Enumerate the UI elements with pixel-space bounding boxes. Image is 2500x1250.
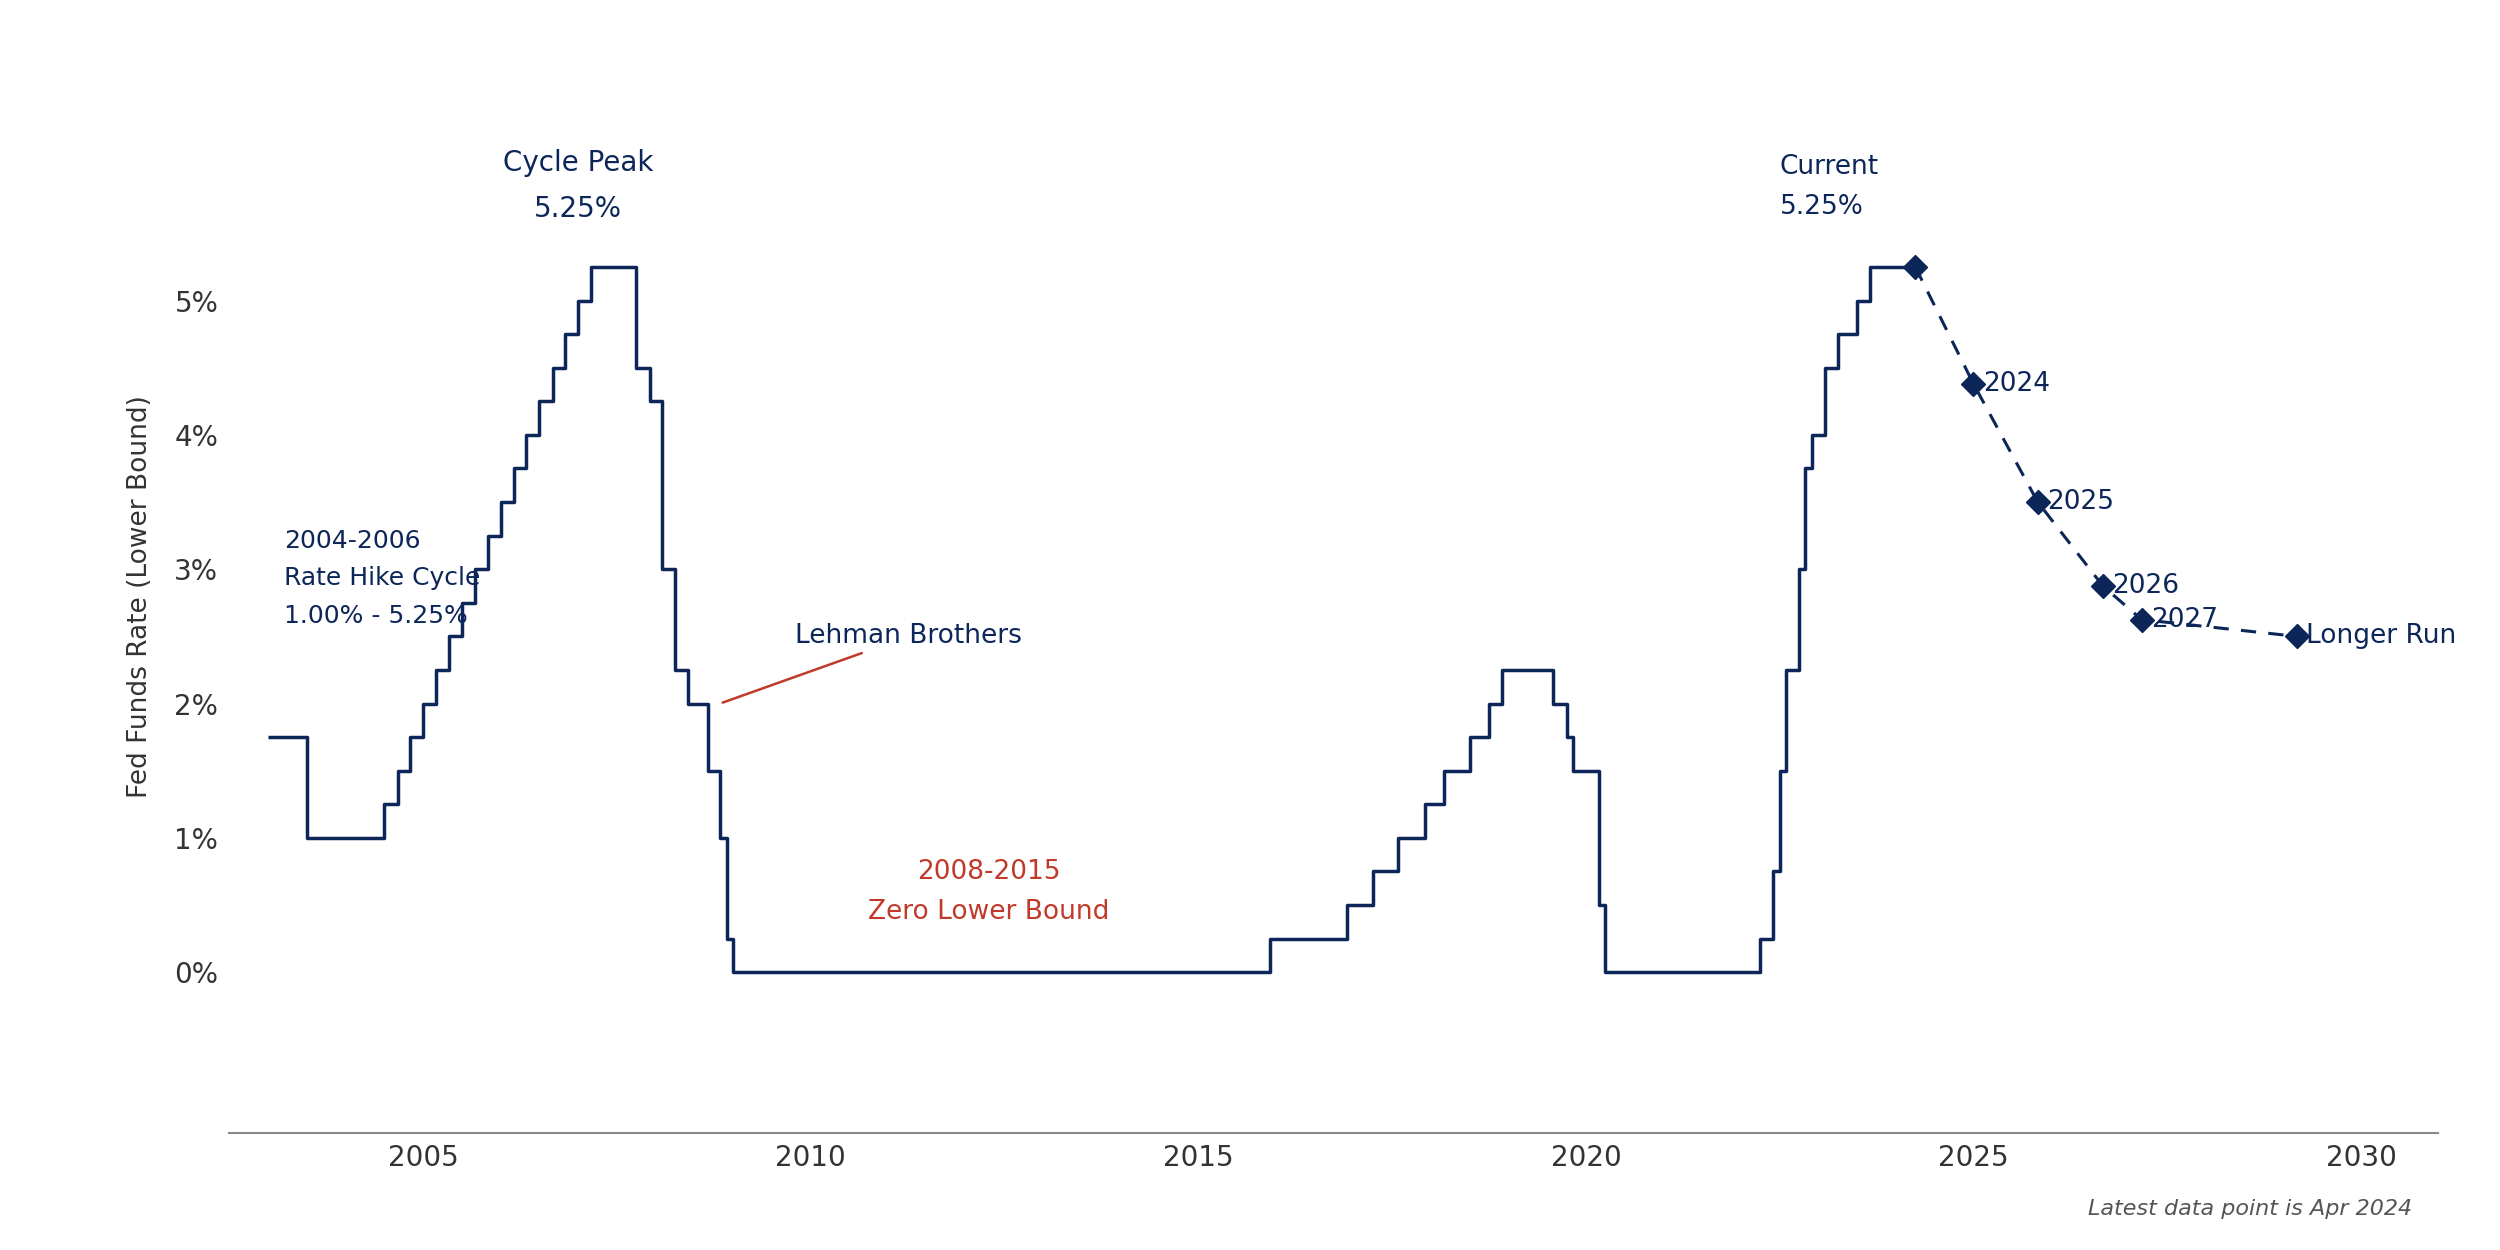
- Text: Lehman Brothers: Lehman Brothers: [722, 624, 1022, 703]
- Text: 2004-2006
Rate Hike Cycle
1.00% - 5.25%: 2004-2006 Rate Hike Cycle 1.00% - 5.25%: [282, 529, 480, 628]
- Text: Latest data point is Apr 2024: Latest data point is Apr 2024: [2088, 1199, 2412, 1219]
- Text: Current: Current: [1780, 154, 1880, 180]
- Text: Longer Run: Longer Run: [2305, 624, 2455, 649]
- Y-axis label: Fed Funds Rate (Lower Bound): Fed Funds Rate (Lower Bound): [127, 395, 152, 798]
- Text: 5.25%: 5.25%: [1780, 194, 1862, 220]
- Text: 2024: 2024: [1982, 371, 2050, 396]
- Text: 2008-2015
Zero Lower Bound: 2008-2015 Zero Lower Bound: [867, 859, 1110, 925]
- Text: 2025: 2025: [2047, 489, 2115, 515]
- Text: 2027: 2027: [2150, 606, 2218, 632]
- Text: Cycle Peak: Cycle Peak: [503, 149, 652, 178]
- Text: 2026: 2026: [2112, 572, 2180, 599]
- Text: 5.25%: 5.25%: [535, 195, 622, 222]
